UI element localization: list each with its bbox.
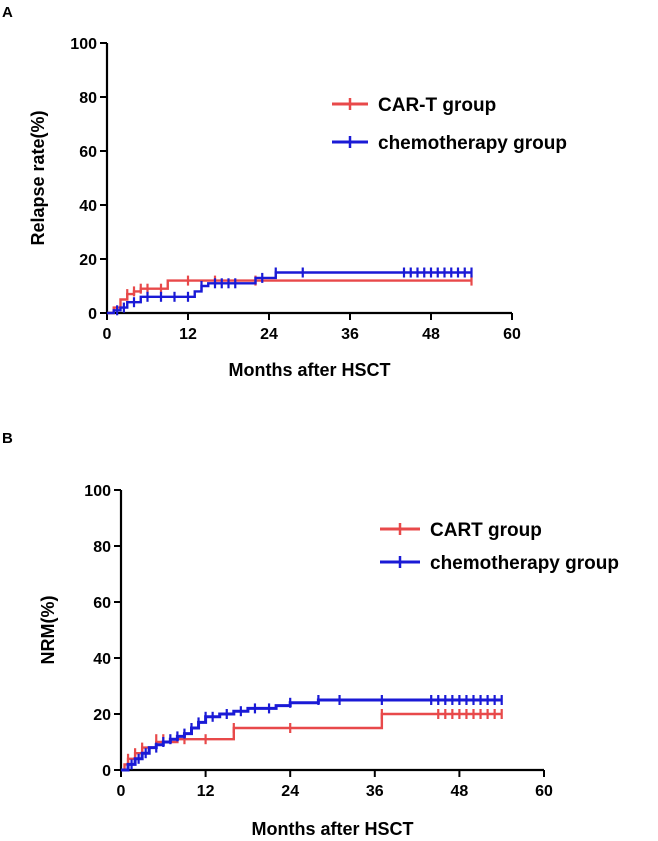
x-tick-label: 48 [451, 783, 469, 800]
legend-label-chemotherapy: chemotherapy group [430, 553, 619, 574]
x-tick-label: 36 [366, 783, 384, 800]
x-tick-label: 36 [341, 326, 359, 343]
chart-panel-b: 0 12 24 36 48 60 0 20 40 60 80 100 Months after HSCT… [38, 483, 619, 839]
chart-panel-a: 0 12 24 36 48 60 0 20 40 60 80 100 Months after HSCT… [28, 36, 567, 380]
y-tick-label: 80 [93, 539, 111, 556]
y-tick-label: 40 [79, 198, 97, 215]
y-axis-title: Relapse rate(%) [28, 110, 48, 245]
series-line-chemotherapy [107, 271, 472, 315]
x-axis-title: Months after HSCT [252, 819, 414, 839]
x-tick-label: 60 [535, 783, 553, 800]
y-tick-label: 0 [102, 763, 111, 780]
legend-label-cart: CART group [430, 520, 542, 541]
x-tick-label: 48 [422, 326, 440, 343]
legend-label-chemotherapy: chemotherapy group [378, 133, 567, 154]
y-tick-label: 20 [93, 707, 111, 724]
legend-label-cart: CAR-T group [378, 95, 496, 116]
x-tick-label: 12 [179, 326, 197, 343]
x-tick-label: 24 [260, 326, 278, 343]
x-tick-label: 12 [197, 783, 215, 800]
panel-a-label: A [2, 4, 13, 21]
y-tick-label: 80 [79, 90, 97, 107]
y-axis-title: NRM(%) [38, 596, 58, 665]
series-line-cart [107, 279, 472, 315]
y-tick-label: 0 [88, 306, 97, 323]
series-line-chemotherapy [121, 698, 502, 772]
y-tick-label: 20 [79, 252, 97, 269]
y-tick-label: 40 [93, 651, 111, 668]
x-tick-label: 0 [103, 326, 112, 343]
x-tick-label: 24 [281, 783, 299, 800]
y-tick-label: 100 [70, 36, 97, 53]
x-axis-title: Months after HSCT [229, 360, 391, 380]
x-tick-label: 0 [117, 783, 126, 800]
x-tick-label: 60 [503, 326, 521, 343]
y-tick-label: 60 [93, 595, 111, 612]
y-tick-label: 60 [79, 144, 97, 161]
y-tick-label: 100 [84, 483, 111, 500]
panel-b-label: B [2, 430, 13, 447]
series-line-cart [121, 712, 502, 772]
